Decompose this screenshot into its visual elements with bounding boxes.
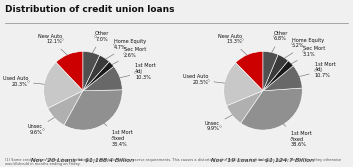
Text: Home Equity
4.7%: Home Equity 4.7% — [105, 39, 146, 59]
Wedge shape — [83, 55, 109, 91]
Text: Nov ’20 Loans = $1,188.4 Billion: Nov ’20 Loans = $1,188.4 Billion — [31, 158, 134, 163]
Wedge shape — [83, 62, 114, 91]
Text: Sec Mort
2.6%: Sec Mort 2.6% — [112, 47, 146, 65]
Wedge shape — [83, 51, 100, 91]
Wedge shape — [83, 66, 122, 91]
Wedge shape — [263, 66, 302, 91]
Text: Unsec
9.9%: Unsec 9.9% — [204, 115, 233, 131]
Text: Sec Mort
3.1%: Sec Mort 3.1% — [291, 46, 325, 64]
Wedge shape — [224, 63, 263, 106]
Wedge shape — [44, 62, 83, 108]
Text: New Auto
13.3%: New Auto 13.3% — [218, 34, 247, 55]
Text: 1st Mort
Adj
10.7%: 1st Mort Adj 10.7% — [299, 62, 335, 78]
Wedge shape — [263, 51, 278, 91]
Wedge shape — [241, 88, 302, 130]
Text: Distribution of credit union loans: Distribution of credit union loans — [5, 5, 175, 14]
Text: Other
7.0%: Other 7.0% — [92, 31, 109, 53]
Text: 1st Mort
Fixed
33.4%: 1st Mort Fixed 33.4% — [104, 123, 133, 147]
Text: Used Auto
20.5%: Used Auto 20.5% — [183, 74, 225, 85]
Text: Unsec
9.6%: Unsec 9.6% — [28, 117, 55, 135]
Text: 1st Mort
Adj
10.3%: 1st Mort Adj 10.3% — [120, 63, 156, 80]
Text: Nov ’19 Loans = $1,124.7 Billion: Nov ’19 Loans = $1,124.7 Billion — [211, 158, 315, 163]
Wedge shape — [56, 51, 83, 91]
Text: Home Equity
5.2%: Home Equity 5.2% — [284, 38, 324, 58]
Wedge shape — [48, 91, 83, 125]
Text: New Auto
12.1%: New Auto 12.1% — [38, 34, 67, 55]
Text: 1st Mort
Fixed
38.6%: 1st Mort Fixed 38.6% — [283, 124, 311, 147]
Text: Used Auto
20.3%: Used Auto 20.3% — [2, 76, 44, 87]
Wedge shape — [64, 90, 122, 130]
Wedge shape — [235, 51, 263, 91]
Text: (1) Some credit unions sweep share draft balances weekly to reduce reserve requi: (1) Some credit unions sweep share draft… — [5, 158, 341, 166]
Wedge shape — [263, 61, 293, 91]
Wedge shape — [263, 54, 288, 91]
Text: Other
6.8%: Other 6.8% — [271, 31, 288, 53]
Wedge shape — [227, 91, 263, 123]
